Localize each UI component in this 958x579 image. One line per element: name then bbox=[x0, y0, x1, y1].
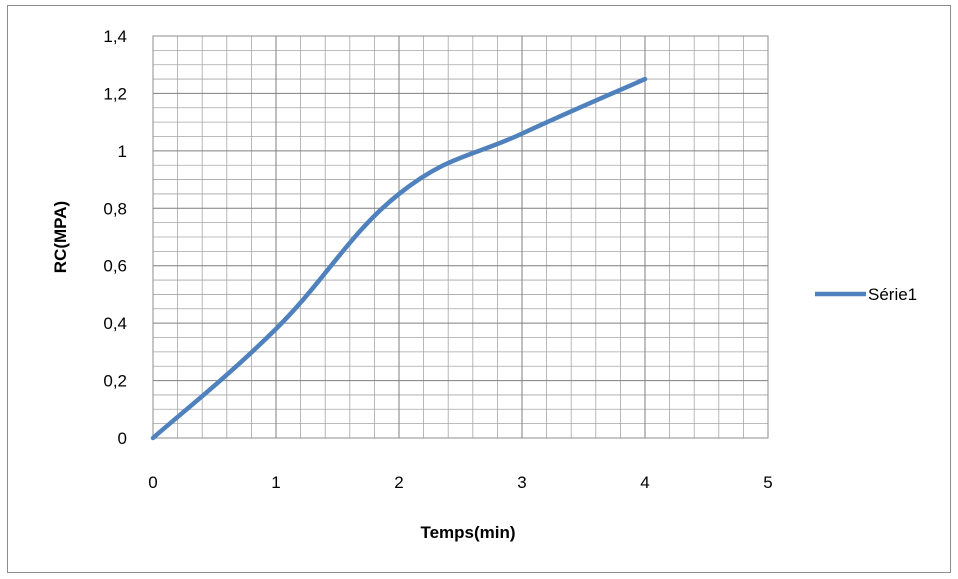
series-line-0 bbox=[150, 76, 648, 441]
y-tick-label: 0,2 bbox=[103, 372, 127, 391]
legend: Série1 bbox=[815, 285, 917, 304]
y-tick-label: 0,8 bbox=[103, 199, 127, 218]
y-axis-tick-labels: 0 0,2 0,4 0,6 0,8 1 1,2 1,4 bbox=[103, 27, 127, 448]
y-tick-label: 0,6 bbox=[103, 257, 127, 276]
x-tick-label: 2 bbox=[394, 473, 403, 492]
y-tick-label: 0 bbox=[118, 429, 127, 448]
plot-area-border bbox=[152, 35, 769, 439]
y-axis-title: RC(MPA) bbox=[51, 201, 70, 273]
y-tick-label: 0,4 bbox=[103, 314, 127, 333]
chart-frame bbox=[7, 5, 951, 573]
legend-label-serie1: Série1 bbox=[868, 285, 917, 304]
y-tick-label: 1,4 bbox=[103, 27, 127, 46]
series-lines bbox=[150, 76, 648, 441]
y-tick-label: 1,2 bbox=[103, 84, 127, 103]
x-axis-title: Temps(min) bbox=[420, 523, 515, 542]
x-tick-label: 5 bbox=[763, 473, 772, 492]
x-tick-label: 0 bbox=[148, 473, 157, 492]
minor-gridlines bbox=[153, 36, 768, 438]
y-tick-label: 1 bbox=[118, 142, 127, 161]
x-axis-tick-labels: 0 1 2 3 4 5 bbox=[148, 473, 772, 492]
x-tick-label: 1 bbox=[271, 473, 280, 492]
major-gridlines bbox=[153, 36, 768, 438]
x-tick-label: 4 bbox=[640, 473, 649, 492]
x-tick-label: 3 bbox=[517, 473, 526, 492]
